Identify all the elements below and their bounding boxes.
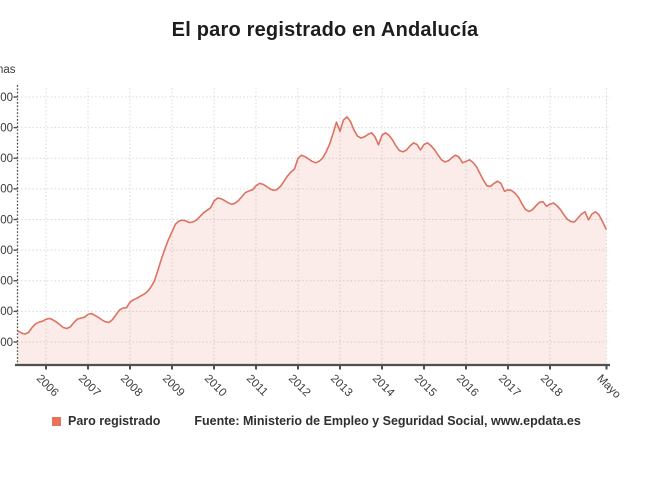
x-tick-label: 2008 <box>118 373 145 400</box>
legend-series-label: Paro registrado <box>68 414 161 428</box>
h-gridlines <box>17 96 610 343</box>
y-axis-unit-label: nas <box>0 64 16 76</box>
x-tick-label: 2011 <box>244 373 270 399</box>
source-attribution: Fuente: Ministerio de Empleo y Seguridad… <box>194 414 581 428</box>
axes <box>13 85 610 370</box>
x-tick-label: 2016 <box>454 373 481 400</box>
v-gridlines <box>45 88 607 365</box>
x-tick-label: 2009 <box>160 373 187 400</box>
y-tick-label: 00 <box>0 153 13 165</box>
x-tick-label: 2012 <box>286 373 313 400</box>
legend-swatch-icon <box>52 416 61 426</box>
x-tick-label: 2006 <box>34 373 61 400</box>
series-line <box>17 116 607 335</box>
y-tick-labels: 00 00 00 00 00 00 00 00 00 <box>0 92 13 349</box>
legend: Paro registrado Fuente: Ministerio de Em… <box>52 414 581 428</box>
chart-title: El paro registrado en Andalucía <box>171 19 479 41</box>
series-area <box>18 116 606 365</box>
x-tick-label: Mayo <box>594 373 622 401</box>
x-tick-label: 2013 <box>328 373 355 400</box>
y-tick-label: 00 <box>0 184 13 196</box>
x-tick-label: 2018 <box>538 373 565 400</box>
y-tick-label: 00 <box>0 245 13 257</box>
y-tick-label: 00 <box>0 306 13 318</box>
y-tick-label: 00 <box>0 276 13 288</box>
x-tick-label: 2015 <box>412 373 439 400</box>
x-tick-label: 2007 <box>76 373 103 400</box>
x-tick-labels: 2006 2007 2008 2009 2010 2011 2012 2013 2014 2015… <box>34 373 623 401</box>
y-tick-label: 00 <box>0 214 13 226</box>
y-tick-label: 00 <box>0 92 13 104</box>
x-tick-label: 2017 <box>496 373 523 400</box>
y-tick-label: 00 <box>0 337 13 349</box>
x-tick-label: 2010 <box>202 373 229 400</box>
x-tick-label: 2014 <box>370 373 397 400</box>
y-tick-label: 00 <box>0 122 13 134</box>
